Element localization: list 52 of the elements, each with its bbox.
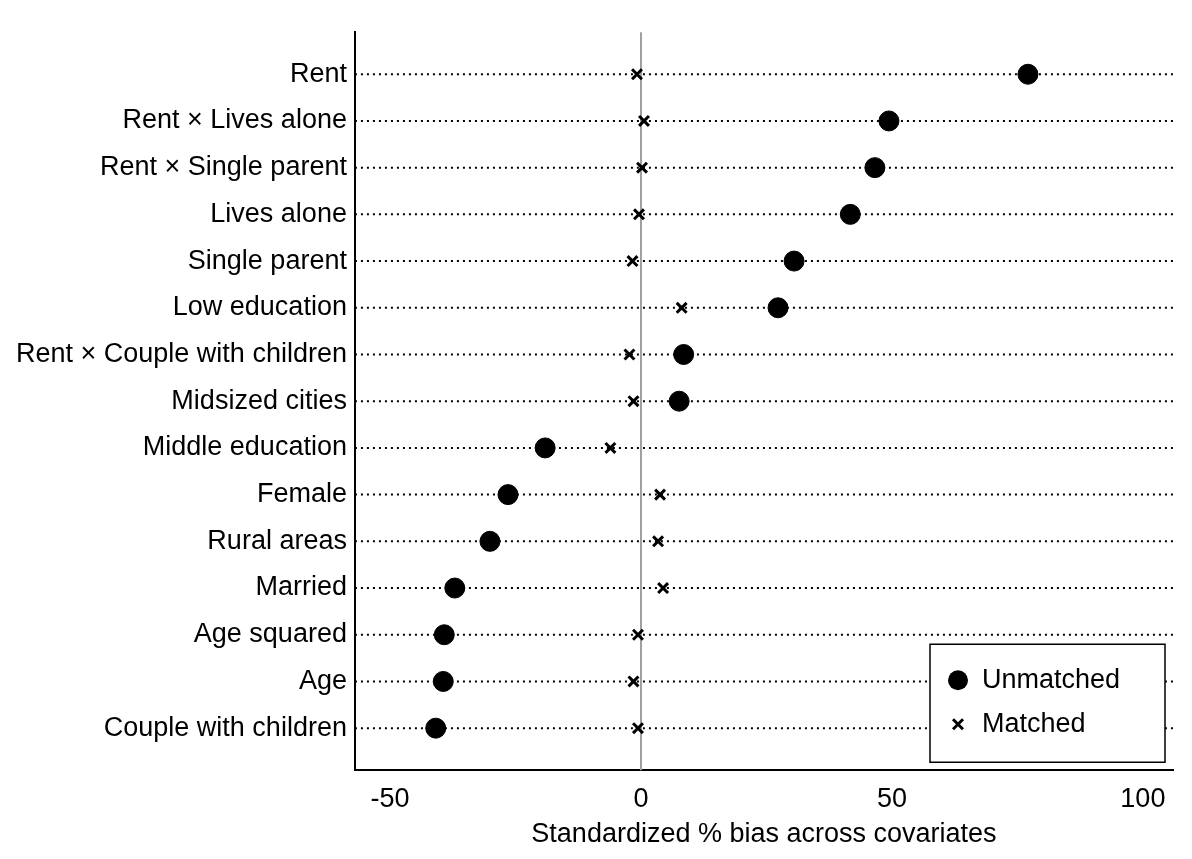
legend-label: Matched [982,707,1086,738]
point [534,437,556,459]
x-tick-label: 50 [876,782,907,813]
y-tick-label: Rent × Lives alone [122,104,347,135]
point [623,348,636,361]
point [637,114,651,128]
y-tick-label: Couple with children [103,711,347,742]
point [864,157,886,179]
x-tick-label: 0 [633,782,649,813]
y-tick-label: Rent × Single parent [100,151,348,182]
point [627,394,640,408]
y-tick-label: Female [256,478,347,509]
point [656,581,670,595]
x-tick-label: -50 [370,782,410,813]
point [631,628,645,642]
point [878,110,900,132]
point [631,721,645,735]
y-tick-label: Single parent [187,244,348,275]
point [479,530,501,552]
point [497,484,519,506]
x-axis-title: Standardized % bias across covariates [531,818,997,849]
y-tick-label: Middle education [142,431,347,462]
point [673,343,695,365]
point [603,441,617,455]
legend-label: Unmatched [982,663,1121,694]
y-tick-label: Married [255,571,347,602]
point [653,488,667,502]
point [444,577,466,599]
point [635,161,649,175]
y-tick-label: Age squared [193,618,347,649]
y-tick-label: Midsized cities [171,384,347,415]
y-tick-label: Rent × Couple with children [16,337,347,368]
point [839,203,861,225]
y-tick-label: Lives alone [210,197,347,228]
y-tick-label: Rent [289,57,348,88]
point [425,717,447,739]
point [432,670,454,692]
point [783,250,805,272]
point [668,390,690,412]
point [675,301,689,315]
y-tick-label: Low education [172,291,347,322]
point [627,675,640,688]
y-tick-label: Rural areas [207,524,347,555]
point [433,624,455,646]
point [1017,63,1039,85]
point [632,207,646,221]
y-tick-label: Age [298,664,347,695]
point [767,297,789,319]
point [651,534,665,548]
point [626,254,639,268]
x-tick-label: 100 [1120,782,1166,813]
point [630,67,644,81]
